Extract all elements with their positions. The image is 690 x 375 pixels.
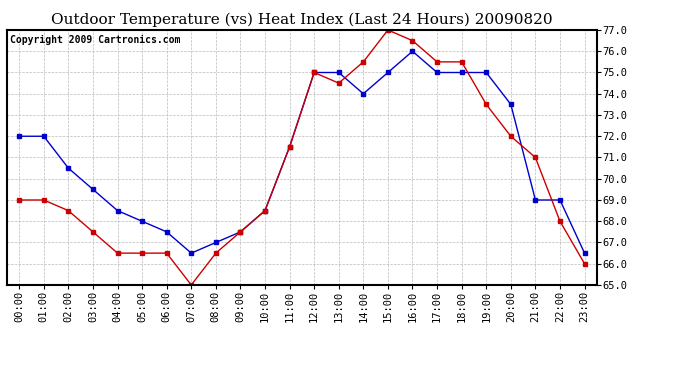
Text: Copyright 2009 Cartronics.com: Copyright 2009 Cartronics.com — [10, 35, 180, 45]
Title: Outdoor Temperature (vs) Heat Index (Last 24 Hours) 20090820: Outdoor Temperature (vs) Heat Index (Las… — [51, 13, 553, 27]
